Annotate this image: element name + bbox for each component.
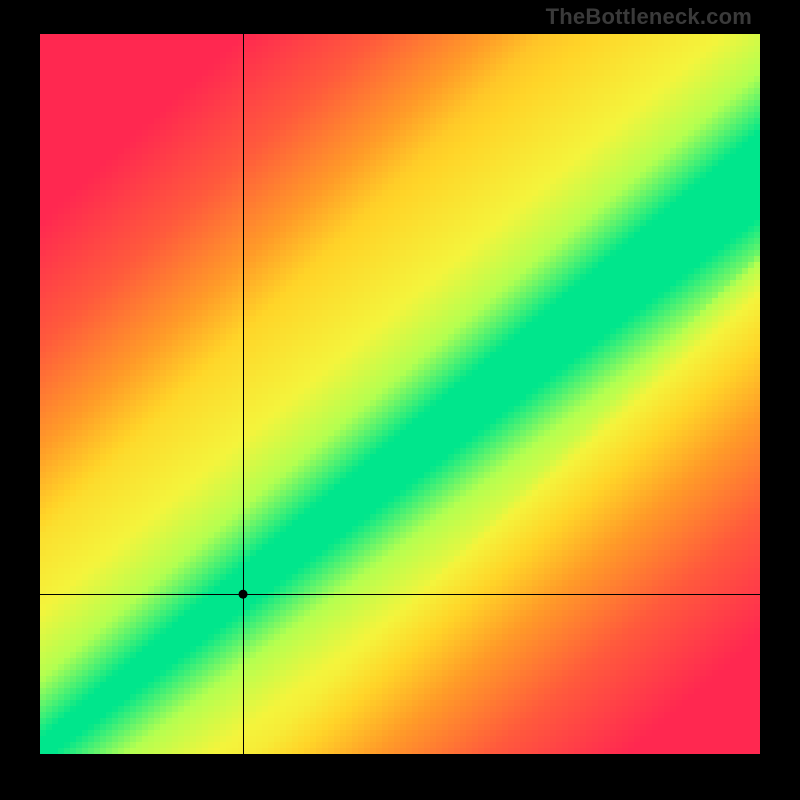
bottleneck-heatmap — [40, 34, 760, 754]
watermark-text: TheBottleneck.com — [546, 4, 752, 30]
outer-frame: TheBottleneck.com — [0, 0, 800, 800]
chart-area — [40, 34, 760, 754]
